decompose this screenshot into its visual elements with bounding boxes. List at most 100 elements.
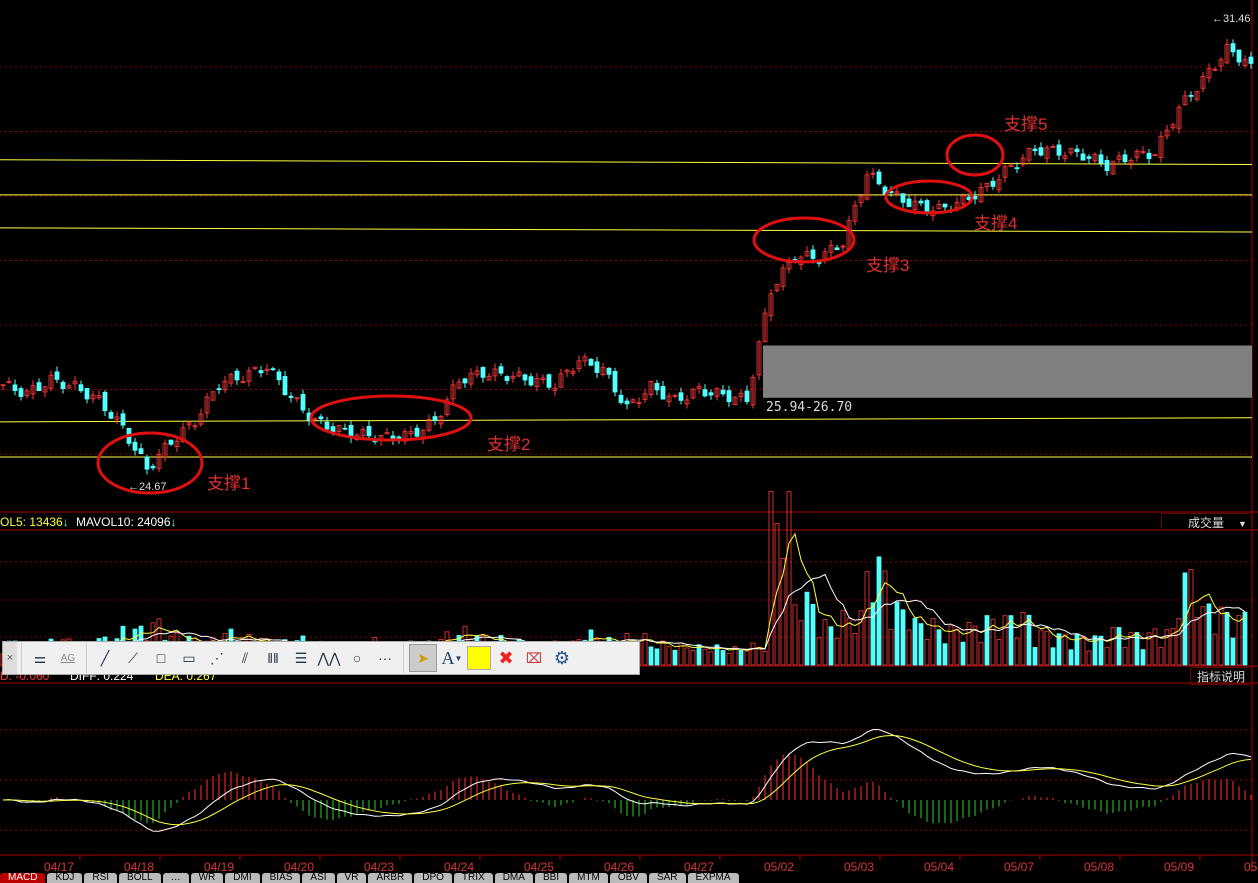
parallel-icon[interactable]: ⫽ (241, 649, 249, 666)
tab-dpo[interactable]: DPO (414, 873, 452, 883)
fan-icon[interactable]: ⋰ (210, 649, 224, 666)
tab-asi[interactable]: ASI (302, 873, 335, 883)
candle (894, 191, 900, 194)
candle (84, 387, 90, 400)
candle (174, 440, 180, 448)
volume-bar (774, 522, 780, 666)
volume-bar (1074, 633, 1080, 666)
candle (678, 392, 684, 401)
delete-icon[interactable]: ✖ (498, 647, 514, 668)
candle (672, 394, 678, 397)
erase-icon[interactable]: ⌧ (525, 649, 543, 666)
indicator-tabs: MACD KDJ RSI BOLL… WR DMI BIAS ASI VR ARBR DPO TRIX… (0, 873, 741, 883)
settings-icon[interactable]: ⚌ (33, 649, 47, 666)
candle (108, 412, 114, 419)
candle (78, 384, 84, 392)
candle (834, 247, 840, 251)
tab-expma[interactable]: EXPMA (687, 873, 739, 883)
text-ag-icon[interactable]: AG (60, 652, 76, 664)
support-circle (752, 216, 856, 264)
tab-dmi[interactable]: DMI (225, 873, 260, 883)
volume-bar (906, 629, 912, 666)
candle (192, 425, 198, 428)
text-tool-button[interactable]: A ▼ (441, 647, 463, 668)
volume-bar (792, 604, 798, 666)
channel-icon[interactable]: ▭ (182, 649, 196, 666)
candle (210, 391, 216, 401)
segment-icon[interactable]: ⟋ (128, 649, 138, 666)
volume-bar (1002, 615, 1008, 666)
candle (582, 356, 588, 362)
candle (990, 180, 996, 187)
volume-bar (1110, 626, 1116, 666)
tab-dma[interactable]: DMA (494, 873, 533, 883)
volume-bar (828, 626, 834, 666)
rectangle-icon[interactable]: □ (156, 650, 166, 666)
candle (1050, 146, 1056, 148)
candle (132, 441, 138, 451)
volume-bar (1140, 649, 1146, 666)
candle (312, 418, 318, 421)
pointer-icon[interactable]: ➤ (409, 644, 437, 672)
candle (612, 370, 618, 393)
date-label: 05/09 (1164, 860, 1195, 874)
tab-bias[interactable]: BIAS (261, 873, 301, 883)
candle (6, 381, 12, 383)
volume-bar (1098, 635, 1104, 666)
volume-bar (750, 642, 756, 666)
volume-bar (882, 570, 888, 666)
drawing-toolbar: × ⚌ AG ╱ ⟋ □ ▭ ⋰ ⫽ ‖‖ ☰ ⋀⋀ ○ ··· ➤ A ▼ ✖ … (2, 641, 640, 675)
volume-bar (1080, 635, 1086, 666)
close-toolbar-button[interactable]: × (3, 642, 17, 674)
gann-icon[interactable]: ☰ (294, 649, 308, 666)
more-icon[interactable]: ··· (378, 650, 392, 666)
tab-arbr[interactable]: ARBR (368, 873, 413, 883)
candle (684, 399, 690, 405)
candle (162, 443, 168, 458)
tab-boll[interactable]: BOLL (119, 873, 161, 883)
candle (102, 391, 108, 412)
line-icon[interactable]: ╱ (100, 649, 110, 666)
volume-bar (834, 637, 840, 666)
tab-kdj[interactable]: KDJ (47, 873, 83, 883)
candle (1206, 68, 1212, 79)
candle (996, 179, 1002, 191)
candle (942, 203, 948, 208)
tab-vr[interactable]: VR (336, 873, 367, 883)
candle (696, 386, 702, 389)
tab-sar[interactable]: SAR (648, 873, 686, 883)
candle (474, 370, 480, 376)
volume-bar (870, 602, 876, 666)
candle (606, 367, 612, 375)
candle (246, 370, 252, 382)
tab-macd[interactable]: MACD (0, 873, 46, 883)
color-picker[interactable] (467, 646, 491, 670)
tab-bbi[interactable]: BBI (534, 873, 568, 883)
indicator-selector[interactable]: 成交量 ▼ (1161, 513, 1253, 530)
candle (486, 375, 492, 381)
candle (714, 388, 720, 397)
volume-bar (1176, 618, 1182, 666)
volume-bar (1200, 606, 1206, 666)
candle (648, 380, 654, 395)
volume-bar (864, 571, 870, 666)
circle-icon[interactable]: ○ (352, 650, 362, 666)
wave-icon[interactable]: ⋀⋀ (317, 649, 341, 666)
tab-obv[interactable]: OBV (609, 873, 647, 883)
candle (852, 204, 858, 222)
candle (1044, 147, 1050, 159)
candle (858, 195, 864, 203)
tab-wr[interactable]: WR (190, 873, 224, 883)
tab-rsi[interactable]: RSI (84, 873, 118, 883)
tab-…[interactable]: … (162, 873, 189, 883)
candle (876, 171, 882, 185)
date-label: 04/26 (604, 860, 635, 874)
vertical-lines-icon[interactable]: ‖‖ (267, 650, 279, 666)
indicator-help-button[interactable]: 指标说明 (1190, 667, 1252, 685)
gear-icon[interactable]: ⚙ (553, 647, 571, 668)
volume-bar (822, 619, 828, 666)
volume-bar (1194, 617, 1200, 666)
tab-mtm[interactable]: MTM (569, 873, 608, 883)
tab-trix[interactable]: TRIX (453, 873, 493, 883)
